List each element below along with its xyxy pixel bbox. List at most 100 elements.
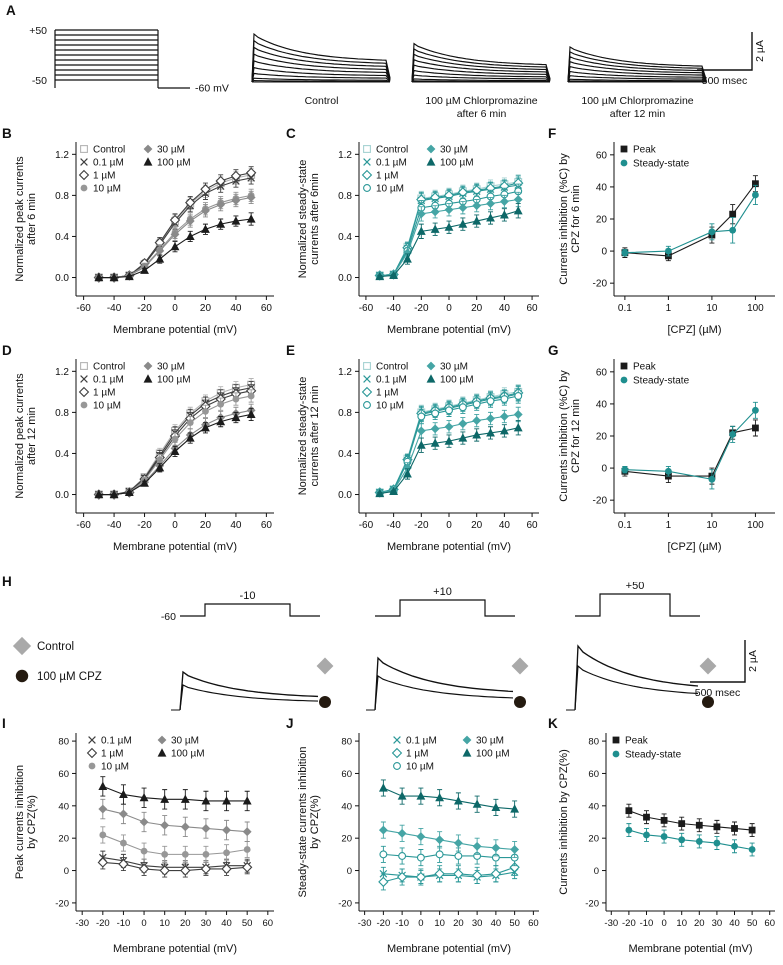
trace-group-label: 100 µM Chlorpromazine [425, 95, 537, 107]
series-100 µM [94, 212, 256, 282]
chart-e-svg: -60 -40 -20 0 20 40 60 0.0 0.4 0.8 1.2 Membrane pot… [297, 359, 539, 553]
svg-text:Steady-state: Steady-state [633, 159, 690, 170]
svg-text:40: 40 [230, 303, 242, 314]
scalebar-time-label: 500 msec [695, 687, 741, 699]
svg-text:30 µM: 30 µM [476, 736, 504, 747]
svg-text:1 µM: 1 µM [406, 749, 428, 760]
legend: Peak Steady-state [612, 736, 682, 761]
svg-text:0.1: 0.1 [618, 520, 632, 531]
svg-text:20: 20 [588, 834, 599, 845]
svg-text:Control: Control [37, 641, 74, 653]
panel-label-f: F [548, 126, 557, 141]
svg-text:40: 40 [491, 918, 502, 929]
scalebar-time-label: 500 msec [702, 75, 748, 87]
svg-text:100 µM: 100 µM [440, 375, 474, 386]
svg-text:40: 40 [499, 303, 511, 314]
svg-text:0.1 µM: 0.1 µM [93, 158, 124, 169]
axes [610, 142, 775, 300]
legend: Control 0.1 µM 1 µM 10 µM 30 µM 100 µM [78, 145, 191, 195]
svg-text:30: 30 [201, 918, 212, 929]
y-axis-label: Normalized peak currents [14, 156, 26, 282]
svg-text:10 µM: 10 µM [406, 762, 434, 773]
panel-label-i: I [2, 716, 6, 731]
svg-text:-20: -20 [414, 303, 429, 314]
panel-label-e: E [286, 343, 296, 358]
scalebar-amplitude-label: 2 µA [747, 650, 759, 672]
svg-text:-20: -20 [55, 898, 69, 909]
axes [72, 142, 274, 300]
series-10 µM [99, 826, 251, 863]
panel-h-current-traces: Control 100 µM CPZ -10 -60 +10 +50 2 µA 500 mse… [0, 582, 783, 724]
voltage-step-protocol: +50 -50 -60 mV [29, 25, 229, 95]
legend: Control 0.1 µM 1 µM 10 µM 30 µM 100 µM [361, 145, 474, 195]
svg-text:10 µM: 10 µM [376, 401, 404, 412]
series-30 µM [375, 406, 523, 497]
svg-text:10 µM: 10 µM [101, 762, 129, 773]
svg-text:80: 80 [58, 737, 69, 748]
svg-text:Peak: Peak [633, 145, 657, 156]
svg-text:60: 60 [764, 918, 775, 929]
x-axis-label: Membrane potential (mV) [387, 541, 511, 553]
svg-text:1.2: 1.2 [338, 150, 352, 161]
y-axis-label: currents after 6min [309, 173, 321, 265]
svg-text:50: 50 [242, 918, 253, 929]
chart-d-svg: -60 -40 -20 0 20 40 60 0.0 0.4 0.8 1.2 Membrane pot… [14, 359, 274, 553]
svg-text:40: 40 [588, 801, 599, 812]
axes [610, 359, 775, 517]
series-Steady-state [625, 823, 756, 857]
svg-text:20: 20 [200, 520, 212, 531]
trace-group-label: 100 µM Chlorpromazine [581, 95, 693, 107]
x-axis-label: Membrane potential (mV) [387, 324, 511, 336]
axes [355, 142, 539, 300]
svg-text:20: 20 [58, 834, 69, 845]
svg-text:60: 60 [596, 367, 608, 378]
chart-k-inhibition-vs-voltage: -30 -20 -10 0 10 20 30 40 50 60 -20 0 20 40 60 80 Membra… [556, 727, 781, 957]
svg-text:20: 20 [180, 918, 191, 929]
svg-text:0.0: 0.0 [55, 490, 69, 501]
svg-text:0.1 µM: 0.1 µM [406, 736, 437, 747]
chart-k-svg: -30 -20 -10 0 10 20 30 40 50 60 -20 0 20 40 60 80 Membra… [558, 733, 775, 955]
panel-label-j: J [286, 716, 294, 731]
svg-text:50: 50 [509, 918, 520, 929]
svg-text:Control: Control [93, 362, 125, 373]
svg-text:Control: Control [376, 362, 408, 373]
x-axis-label: Membrane potential (mV) [113, 943, 237, 955]
svg-text:100: 100 [747, 303, 764, 314]
step-voltage-label: +50 [626, 582, 645, 592]
svg-text:1.2: 1.2 [338, 367, 352, 378]
svg-text:30 µM: 30 µM [440, 145, 468, 156]
svg-text:10 µM: 10 µM [376, 184, 404, 195]
svg-text:60: 60 [596, 150, 608, 161]
svg-text:0: 0 [141, 918, 146, 929]
svg-text:0.8: 0.8 [55, 191, 69, 202]
svg-text:1: 1 [666, 520, 672, 531]
svg-text:10: 10 [676, 918, 687, 929]
svg-text:-60: -60 [76, 520, 91, 531]
svg-text:0.1: 0.1 [618, 303, 632, 314]
svg-text:60: 60 [527, 303, 539, 314]
svg-text:100 µM: 100 µM [157, 158, 191, 169]
x-axis-label: Membrane potential (mV) [113, 541, 237, 553]
svg-text:-10: -10 [117, 918, 131, 929]
svg-text:0: 0 [64, 866, 69, 877]
svg-text:100: 100 [747, 520, 764, 531]
legend: Peak Steady-state [620, 145, 690, 170]
svg-text:-30: -30 [358, 918, 372, 929]
series-100 µM [375, 203, 523, 281]
axes [72, 359, 274, 517]
svg-text:1 µM: 1 µM [93, 171, 115, 182]
svg-text:Peak: Peak [633, 362, 657, 373]
svg-text:60: 60 [263, 918, 274, 929]
chart-i-svg: -30 -20 -10 0 10 20 30 40 50 60 -20 0 20 40 60 80 Membra… [14, 733, 274, 955]
svg-text:1 µM: 1 µM [101, 749, 123, 760]
svg-text:0.1 µM: 0.1 µM [376, 158, 407, 169]
svg-text:10 µM: 10 µM [93, 401, 121, 412]
svg-text:40: 40 [341, 801, 352, 812]
svg-text:0: 0 [446, 303, 452, 314]
svg-text:-40: -40 [107, 520, 122, 531]
series-Peak [621, 175, 759, 262]
svg-text:-30: -30 [604, 918, 618, 929]
panel-label-c: C [286, 126, 296, 141]
